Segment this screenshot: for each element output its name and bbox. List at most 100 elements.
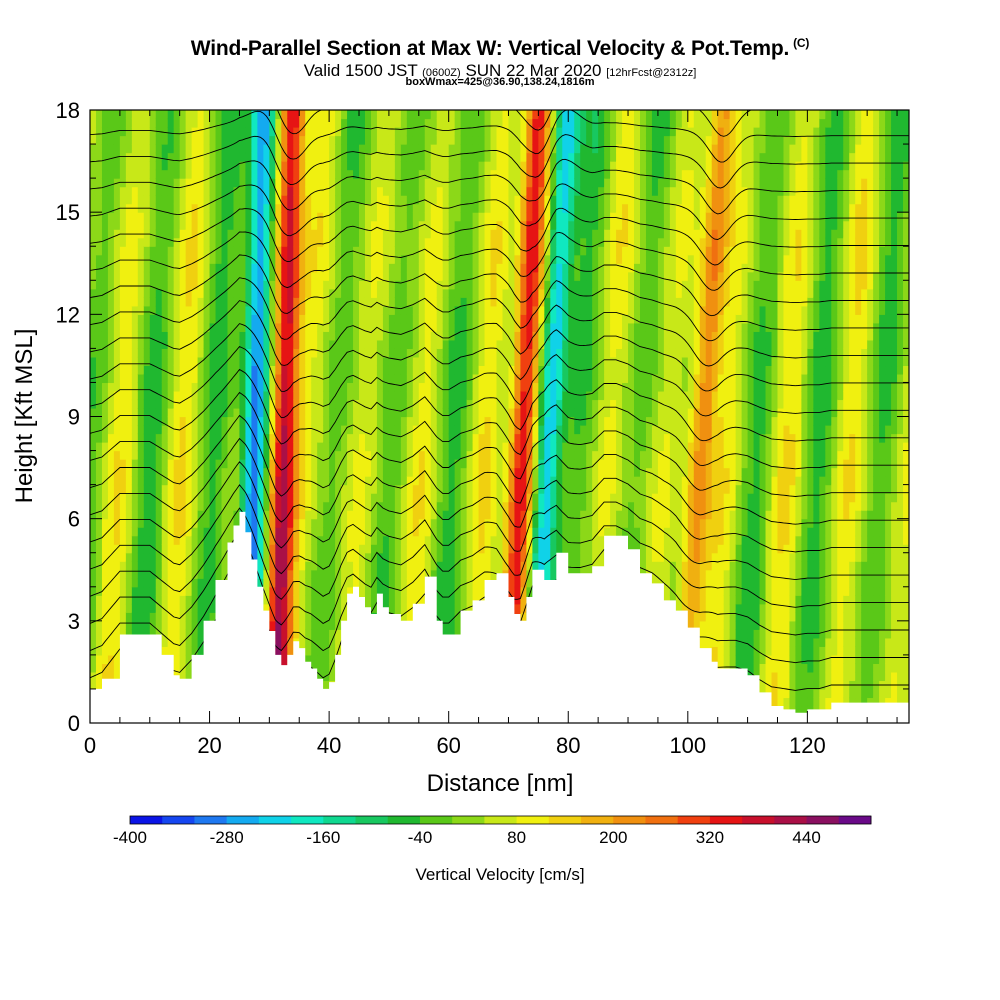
field-cell <box>155 578 163 588</box>
field-cell <box>311 203 318 213</box>
field-cell <box>293 297 300 307</box>
field-cell <box>125 118 133 128</box>
field-cell <box>215 297 223 307</box>
field-cell <box>179 203 187 213</box>
field-cell <box>496 416 504 426</box>
field-cell <box>257 237 264 247</box>
field-cell <box>472 459 480 469</box>
field-cell <box>436 144 444 154</box>
field-cell <box>341 110 348 120</box>
field-cell <box>95 161 103 171</box>
field-cell <box>335 433 342 443</box>
field-cell <box>388 169 396 179</box>
field-cell <box>203 297 211 307</box>
field-cell <box>257 135 264 145</box>
field-cell <box>442 339 450 349</box>
field-cell <box>269 399 276 409</box>
field-cell <box>233 348 241 358</box>
field-cell <box>460 135 468 145</box>
field-cell <box>329 254 336 264</box>
field-cell <box>424 484 432 494</box>
field-cell <box>287 169 294 179</box>
field-cell <box>424 382 432 392</box>
field-cell <box>418 578 426 588</box>
field-cell <box>317 416 324 426</box>
field-cell <box>143 510 151 520</box>
field-cell <box>311 586 318 596</box>
field-cell <box>335 612 342 622</box>
field-cell <box>107 373 115 384</box>
field-cell <box>466 425 474 435</box>
field-cell <box>125 476 133 486</box>
field-cell <box>299 246 306 256</box>
field-cell <box>293 152 300 162</box>
field-cell <box>364 450 372 460</box>
field-cell <box>257 501 264 511</box>
field-cell <box>382 339 390 349</box>
field-cell <box>299 612 306 622</box>
field-cell <box>388 254 396 264</box>
field-cell <box>257 459 264 469</box>
field-cell <box>448 586 456 596</box>
field-cell <box>149 552 157 562</box>
field-cell <box>227 280 235 290</box>
field-cell <box>173 127 181 137</box>
field-cell <box>221 356 229 367</box>
field-cell <box>155 493 163 503</box>
field-cell <box>215 280 223 290</box>
field-cell <box>275 535 282 545</box>
field-cell <box>329 144 336 154</box>
field-cell <box>149 493 157 503</box>
field-cell <box>442 331 450 341</box>
field-cell <box>305 612 312 622</box>
field-cell <box>299 186 306 196</box>
field-cell <box>460 271 468 281</box>
field-cell <box>185 552 193 562</box>
field-cell <box>484 152 492 162</box>
field-cell <box>281 442 288 452</box>
field-cell <box>305 365 312 375</box>
field-cell <box>382 246 390 256</box>
field-cell <box>370 348 378 358</box>
field-cell <box>143 569 151 579</box>
field-cell <box>155 144 163 154</box>
field-cell <box>466 203 474 213</box>
field-cell <box>364 407 372 418</box>
field-cell <box>101 314 109 324</box>
field-cell <box>329 331 336 341</box>
field-cell <box>400 382 408 392</box>
field-cell <box>107 433 115 443</box>
field-cell <box>460 493 468 503</box>
field-cell <box>412 510 420 520</box>
field-cell <box>167 390 175 401</box>
field-cell <box>323 186 330 196</box>
field-cell <box>442 127 450 137</box>
field-cell <box>496 322 504 332</box>
field-cell <box>472 229 480 239</box>
field-cell <box>442 263 450 273</box>
field-cell <box>448 229 456 239</box>
field-cell <box>460 186 468 196</box>
field-cell <box>119 271 127 281</box>
field-cell <box>161 229 169 239</box>
field-cell <box>329 620 336 630</box>
field-cell <box>478 467 486 477</box>
field-cell <box>209 586 217 596</box>
field-cell <box>317 646 324 656</box>
field-cell <box>448 127 456 137</box>
field-cell <box>167 561 175 571</box>
field-cell <box>376 186 384 196</box>
field-cell <box>418 152 426 162</box>
field-cell <box>269 476 276 486</box>
field-cell <box>137 339 145 349</box>
field-cell <box>490 510 498 520</box>
field-cell <box>311 297 318 307</box>
field-cell <box>167 195 175 205</box>
field-cell <box>101 578 109 588</box>
field-cell <box>448 373 456 384</box>
field-cell <box>209 612 217 622</box>
field-cell <box>107 271 115 281</box>
field-cell <box>125 348 133 358</box>
field-cell <box>191 339 199 349</box>
field-cell <box>167 544 175 554</box>
